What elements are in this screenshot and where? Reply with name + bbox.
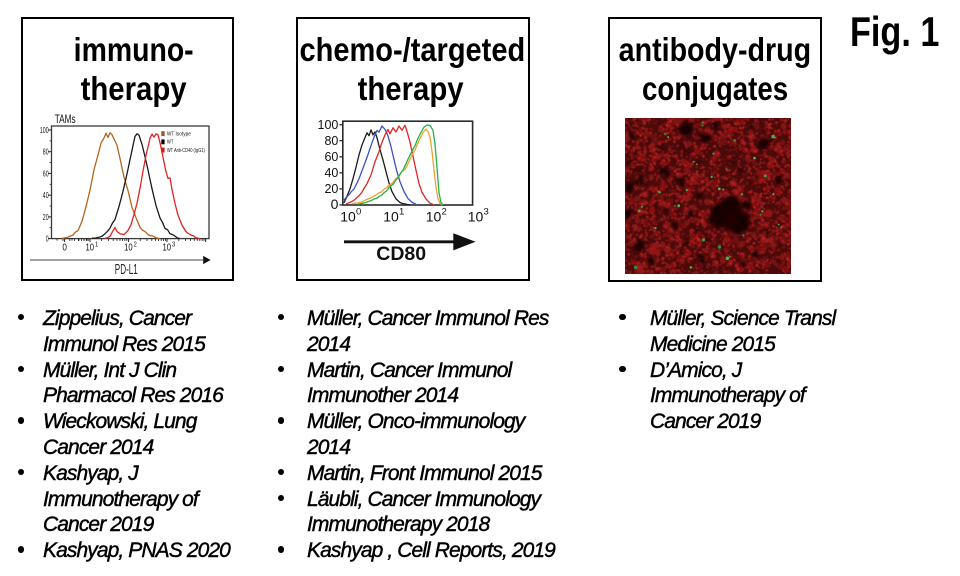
svg-text:20: 20 xyxy=(324,182,338,196)
svg-text:80: 80 xyxy=(324,134,338,148)
svg-text:TAMs: TAMs xyxy=(55,112,76,126)
svg-text:10: 10 xyxy=(86,243,95,254)
svg-text:1: 1 xyxy=(399,207,404,218)
svg-text:80: 80 xyxy=(43,147,49,157)
svg-text:10: 10 xyxy=(124,243,133,254)
svg-text:60: 60 xyxy=(324,150,338,164)
svg-text:10: 10 xyxy=(383,209,399,225)
svg-text:40: 40 xyxy=(324,166,338,180)
svg-text:60: 60 xyxy=(43,168,49,178)
svg-text:0: 0 xyxy=(331,196,339,212)
svg-text:0: 0 xyxy=(356,207,361,218)
svg-text:20: 20 xyxy=(43,212,49,222)
svg-text:10: 10 xyxy=(340,209,356,225)
svg-text:100: 100 xyxy=(40,125,49,135)
svg-text:1: 1 xyxy=(95,242,98,249)
svg-text:10: 10 xyxy=(163,243,172,254)
svg-text:0: 0 xyxy=(62,243,67,254)
svg-text:10: 10 xyxy=(426,209,442,225)
svg-text:WT: WT xyxy=(167,140,174,146)
svg-text:3: 3 xyxy=(172,242,175,249)
svg-text:2: 2 xyxy=(134,242,137,249)
svg-text:40: 40 xyxy=(43,190,49,200)
svg-text:3: 3 xyxy=(484,207,489,218)
svg-text:WT Anti-CD40 (IgG1): WT Anti-CD40 (IgG1) xyxy=(167,148,205,154)
svg-text:10: 10 xyxy=(468,209,484,225)
svg-text:WT Isotype: WT Isotype xyxy=(167,132,191,138)
svg-text:0: 0 xyxy=(46,234,49,244)
svg-text:PD-L1: PD-L1 xyxy=(115,262,138,278)
svg-text:2: 2 xyxy=(442,207,447,218)
svg-text:100: 100 xyxy=(318,118,339,132)
